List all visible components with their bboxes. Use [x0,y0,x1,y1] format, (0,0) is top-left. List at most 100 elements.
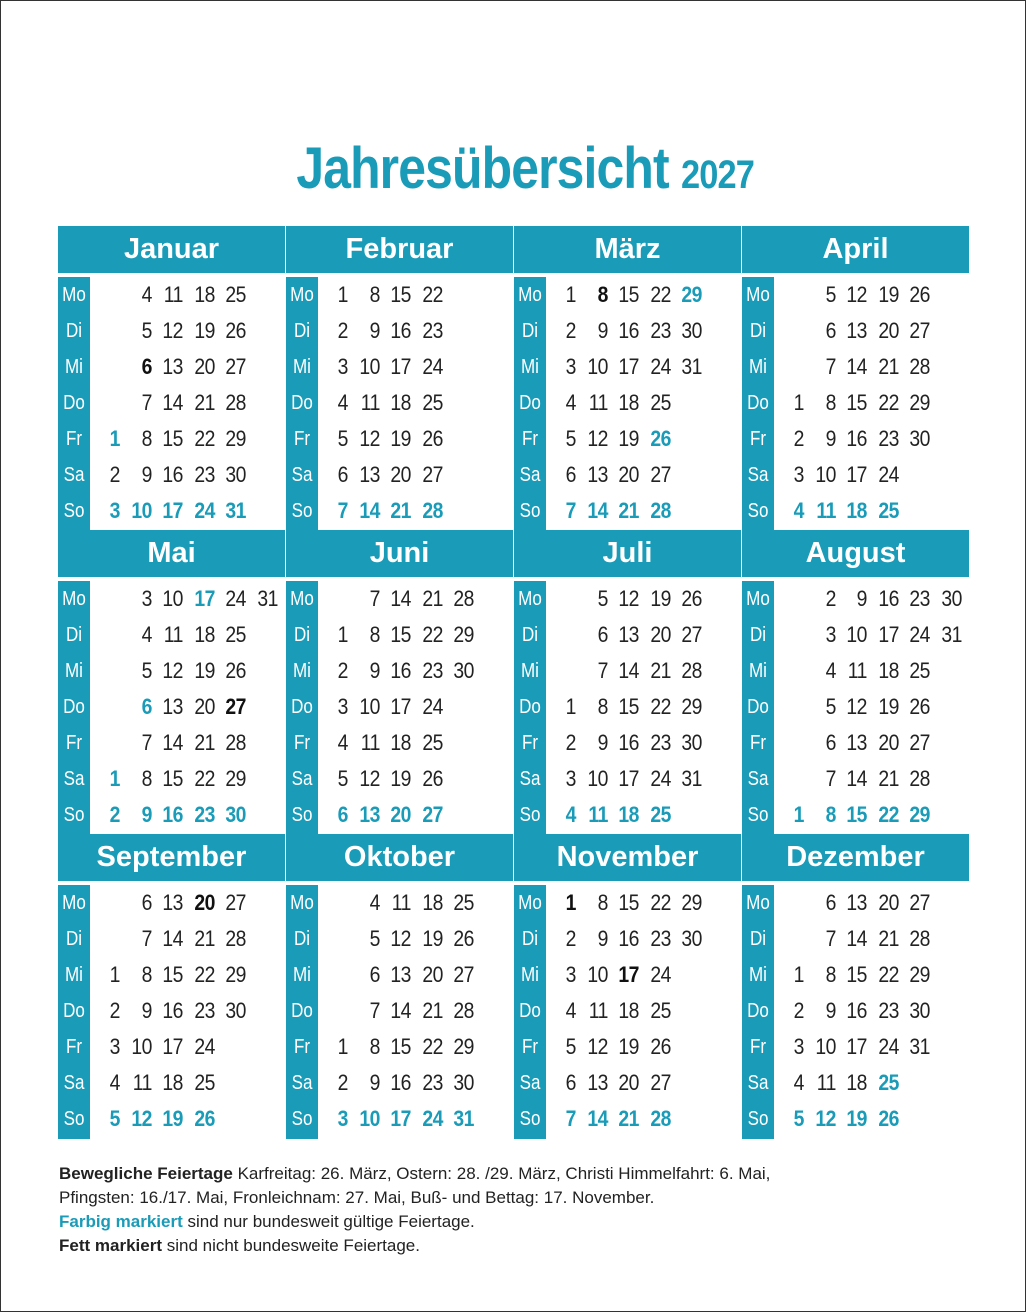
weekday-label: Sa [747,464,769,486]
day-cell: 6 [141,890,152,915]
day-cell: 26 [877,1106,899,1131]
day-cell: 19 [162,1106,183,1131]
day-cell: 14 [618,658,639,683]
week-row: Sa 6 13 20 27 [286,457,513,493]
day-cell: 24 [649,354,671,379]
day-cell: 11 [587,802,608,827]
month-mai: Mai Mo 3 10 17 24 31 Di 4 11 18 25 Mi 5 12 19 26 Do 6 13 20 2… [58,530,285,835]
day-cell: 9 [856,586,868,611]
day-cell: 1 [109,766,121,791]
day-cell: 1 [109,426,121,451]
day-cell: 25 [649,390,671,415]
week-row: Do 1 8 15 22 29 [742,385,969,421]
weekday-label: Mi [293,660,311,682]
day-cell: 29 [453,622,474,647]
day-cell: 20 [877,730,899,755]
day-cell: 24 [909,622,930,647]
day-cell: 22 [193,426,215,451]
day-cell: 7 [337,498,349,523]
weekday-label: So [63,804,85,826]
day-cell: 24 [649,962,671,987]
day-cell: 2 [793,426,805,451]
day-cell: 2 [565,926,577,951]
weekday-label: So [63,1108,85,1130]
day-cell: 4 [825,658,836,683]
day-cell: 19 [390,766,411,791]
month-header: September [58,834,285,881]
day-cell: 15 [162,766,183,791]
day-cell: 28 [909,766,930,791]
weekday-label: Di [749,320,767,342]
week-row: Mo 3 10 17 24 31 [58,581,285,617]
day-cell: 13 [846,730,867,755]
month-body: Mo 7 14 21 28 Di 1 8 15 22 29 Mi 2 9 16 23 30 Do 3 10 17 24 Fr… [286,581,513,835]
day-cell: 26 [453,926,474,951]
weekday-label: Mi [293,964,311,986]
colored-label: Farbig markiert [59,1212,183,1231]
weekday-label: Do [291,1000,313,1022]
weekday-column [286,581,318,835]
weekday-label: So [747,1108,769,1130]
day-cell: 8 [369,282,380,307]
weekday-column [286,277,318,531]
day-cell: 2 [337,318,349,343]
day-cell: 3 [337,694,349,719]
weekday-label: Do [519,1000,541,1022]
day-cell: 28 [909,354,930,379]
day-cell: 5 [337,426,349,451]
month-oktober: Oktober Mo 4 11 18 25 Di 5 12 19 26 Mi 6 13 20 27 Do 7 14 2… [286,834,513,1139]
week-row: So 1 8 15 22 29 [742,797,969,833]
week-row: Di 2 9 16 23 [286,313,513,349]
weekday-label: Fr [65,428,83,450]
day-cell: 20 [390,462,411,487]
day-cell: 11 [132,1070,152,1095]
day-cell: 6 [825,730,836,755]
weekday-label: Fr [65,1036,83,1058]
day-cell: 4 [793,1070,805,1095]
day-cell: 20 [193,694,215,719]
day-cell: 21 [877,354,899,379]
month-september: September Mo 6 13 20 27 Di 7 14 21 28 Mi 1 8 15 22 29 Do 2… [58,834,285,1139]
movable-holidays-text-1: Karfreitag: 26. März, Ostern: 28. /29. M… [232,1164,771,1183]
weekday-label: Mi [65,660,83,682]
day-cell: 18 [877,658,899,683]
day-cell: 10 [586,962,608,987]
day-cell: 5 [141,318,152,343]
day-cell: 27 [421,462,443,487]
day-cell: 23 [649,318,671,343]
day-cell: 29 [909,390,930,415]
day-cell: 6 [825,890,836,915]
day-cell: 26 [421,766,443,791]
colored-text: sind nur bundesweit gültige Feiertage. [182,1212,475,1231]
week-row: Fr 3 10 17 24 [58,1029,285,1065]
day-cell: 16 [390,658,411,683]
bold-text: sind nicht bundesweite Feiertage. [161,1236,420,1255]
day-cell: 15 [846,962,867,987]
month-header: Januar [58,226,285,273]
day-cell: 16 [877,586,899,611]
weekday-label: Fr [749,732,767,754]
day-cell: 26 [909,282,930,307]
weekday-label: Di [521,928,539,950]
week-row: Sa 2 9 16 23 30 [58,457,285,493]
day-cell: 9 [597,926,608,951]
day-cell: 28 [453,998,474,1023]
day-cell: 8 [825,962,836,987]
week-row: Sa 3 10 17 24 31 [514,761,741,797]
month-body: Mo 1 8 15 22 29 Di 2 9 16 23 30 Mi 3 10 17 24 Do 4 11 18 25 Fr… [514,885,741,1139]
week-row: Fr 5 12 19 26 [514,421,741,457]
week-row: Fr 2 9 16 23 30 [742,421,969,457]
day-cell: 23 [649,926,671,951]
day-cell: 1 [337,622,349,647]
day-cell: 5 [109,1106,121,1131]
week-row: Sa 3 10 17 24 [742,457,969,493]
weekday-label: Fr [293,1036,311,1058]
day-cell: 5 [337,766,349,791]
day-cell: 3 [565,766,577,791]
day-cell: 14 [586,1106,608,1131]
week-row: So 3 10 17 24 31 [286,1101,513,1137]
day-cell: 25 [225,282,246,307]
day-cell: 19 [877,694,899,719]
weekday-label: So [747,804,769,826]
weekday-label: Di [293,624,311,646]
